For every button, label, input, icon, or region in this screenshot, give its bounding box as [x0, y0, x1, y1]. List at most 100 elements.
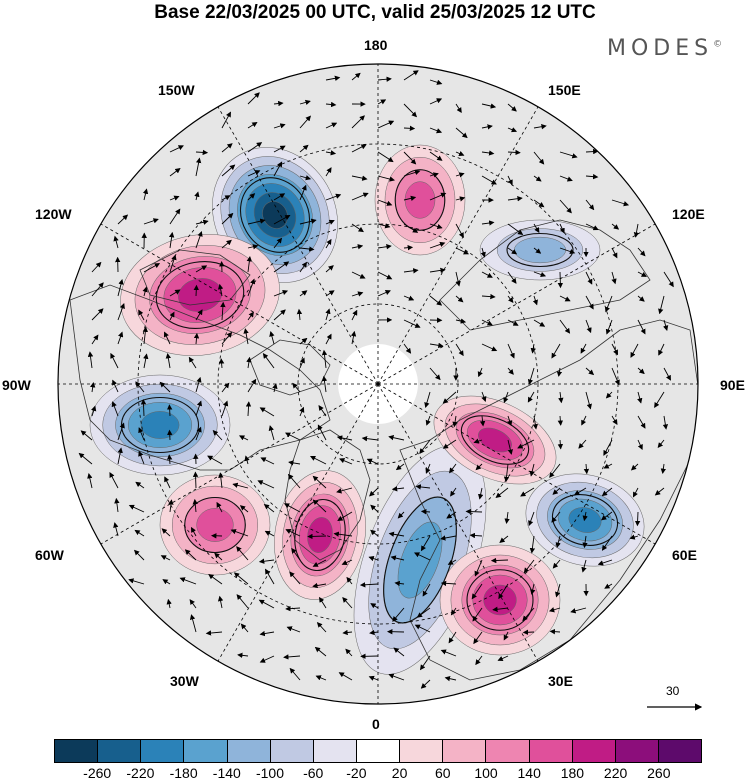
wind-arrow	[507, 439, 513, 455]
wind-arrow	[455, 343, 464, 357]
wind-arrow	[370, 504, 379, 513]
wind-arrow	[533, 199, 545, 208]
colorbar-bin	[400, 740, 444, 762]
wind-arrow	[558, 391, 564, 404]
colorbar-tick-label: -260	[83, 765, 112, 781]
colorbar-bin	[529, 740, 573, 762]
wind-arrow	[583, 463, 590, 475]
wind-arrow	[420, 679, 431, 689]
streamline-contour	[294, 498, 346, 572]
wind-arrow	[321, 349, 328, 369]
wind-arrow	[657, 439, 665, 449]
wind-arrow	[260, 457, 275, 465]
wind-arrow	[291, 547, 301, 561]
wind-arrow	[273, 161, 283, 177]
wind-arrow	[369, 629, 379, 636]
wind-arrow	[630, 463, 639, 471]
wind-arrow	[91, 405, 97, 417]
wind-arrow	[403, 268, 419, 274]
wind-arrow	[555, 583, 561, 598]
wind-arrow	[440, 535, 457, 541]
wind-arrow	[299, 261, 308, 273]
meridian-line	[377, 106, 539, 385]
meridian-line	[100, 223, 379, 385]
wind-arrow	[160, 555, 171, 561]
wind-arrow	[216, 501, 223, 513]
wind-arrow	[351, 144, 367, 153]
wind-arrow	[377, 175, 395, 182]
wind-arrow	[527, 391, 535, 403]
wind-arrow	[273, 100, 284, 107]
wind-arrow	[663, 319, 669, 331]
wind-arrow	[166, 404, 173, 417]
wind-arrow	[425, 415, 431, 426]
wind-arrow	[351, 271, 366, 279]
wind-arrow	[221, 382, 230, 393]
map-title: Base 22/03/2025 00 UTC, valid 25/03/2025…	[154, 2, 596, 23]
wind-arrow	[413, 552, 431, 561]
wind-arrow	[663, 271, 674, 288]
wind-arrow	[366, 458, 379, 465]
wind-arrow	[351, 175, 368, 181]
wind-arrow	[169, 208, 181, 225]
wind-arrow	[533, 151, 545, 165]
wind-arrow	[471, 583, 483, 600]
wind-arrow	[273, 193, 286, 201]
wind-arrow	[195, 426, 202, 441]
wind-arrow	[273, 237, 283, 249]
wind-arrow	[429, 79, 443, 85]
wind-arrow	[532, 415, 538, 430]
wind-arrow	[113, 522, 119, 537]
wind-arrow	[480, 247, 486, 258]
wind-arrow	[479, 415, 486, 427]
wind-arrow	[533, 271, 547, 278]
wind-arrow	[473, 631, 483, 645]
wind-arrow	[559, 295, 571, 302]
lon-label-90w: 90W	[2, 377, 31, 393]
wind-arrow	[350, 330, 357, 345]
wind-arrow	[419, 655, 431, 671]
wind-arrow	[259, 407, 275, 417]
wind-arrow	[420, 535, 431, 552]
wind-arrow	[259, 630, 275, 637]
wind-arrow	[109, 472, 119, 489]
wind-arrow	[87, 473, 93, 489]
wind-arrow	[611, 223, 620, 230]
wind-arrow	[91, 334, 99, 345]
wind-arrow	[551, 511, 561, 523]
wind-arrow	[662, 415, 669, 430]
wind-arrow	[507, 343, 515, 359]
wind-arrow	[403, 103, 418, 118]
wind-arrow	[299, 184, 307, 201]
wind-arrow	[422, 583, 431, 597]
wind-arrow	[424, 391, 431, 408]
wind-arrow	[195, 157, 202, 177]
wind-arrow	[604, 583, 613, 589]
wind-arrow	[403, 195, 417, 201]
colorbar-bin	[615, 740, 659, 762]
lon-label-60w: 60W	[35, 547, 64, 563]
wind-arrow	[221, 111, 231, 129]
wind-arrow	[247, 218, 266, 225]
wind-arrow	[111, 401, 119, 417]
reference-vector-arrow	[647, 703, 703, 711]
wind-arrow	[440, 649, 457, 657]
lon-label-120w: 120W	[35, 206, 72, 222]
wind-arrow	[316, 622, 327, 633]
wind-arrow	[289, 667, 301, 681]
wind-arrow	[504, 511, 510, 524]
wind-arrow	[403, 125, 416, 132]
meridian-line	[217, 383, 379, 662]
anomaly-negative-canada-low	[89, 374, 231, 476]
wind-arrow	[325, 308, 331, 321]
wind-arrow	[135, 481, 145, 489]
wind-arrow	[478, 487, 484, 500]
wind-arrow	[195, 149, 209, 156]
colorbar-tick-label: 180	[560, 765, 585, 781]
wind-arrow	[442, 391, 457, 404]
wind-arrow	[481, 124, 493, 130]
wind-arrow	[299, 246, 315, 252]
circulation-contours	[120, 169, 619, 631]
colorbar-tick-label: 220	[603, 765, 628, 781]
wind-arrow	[611, 247, 618, 259]
